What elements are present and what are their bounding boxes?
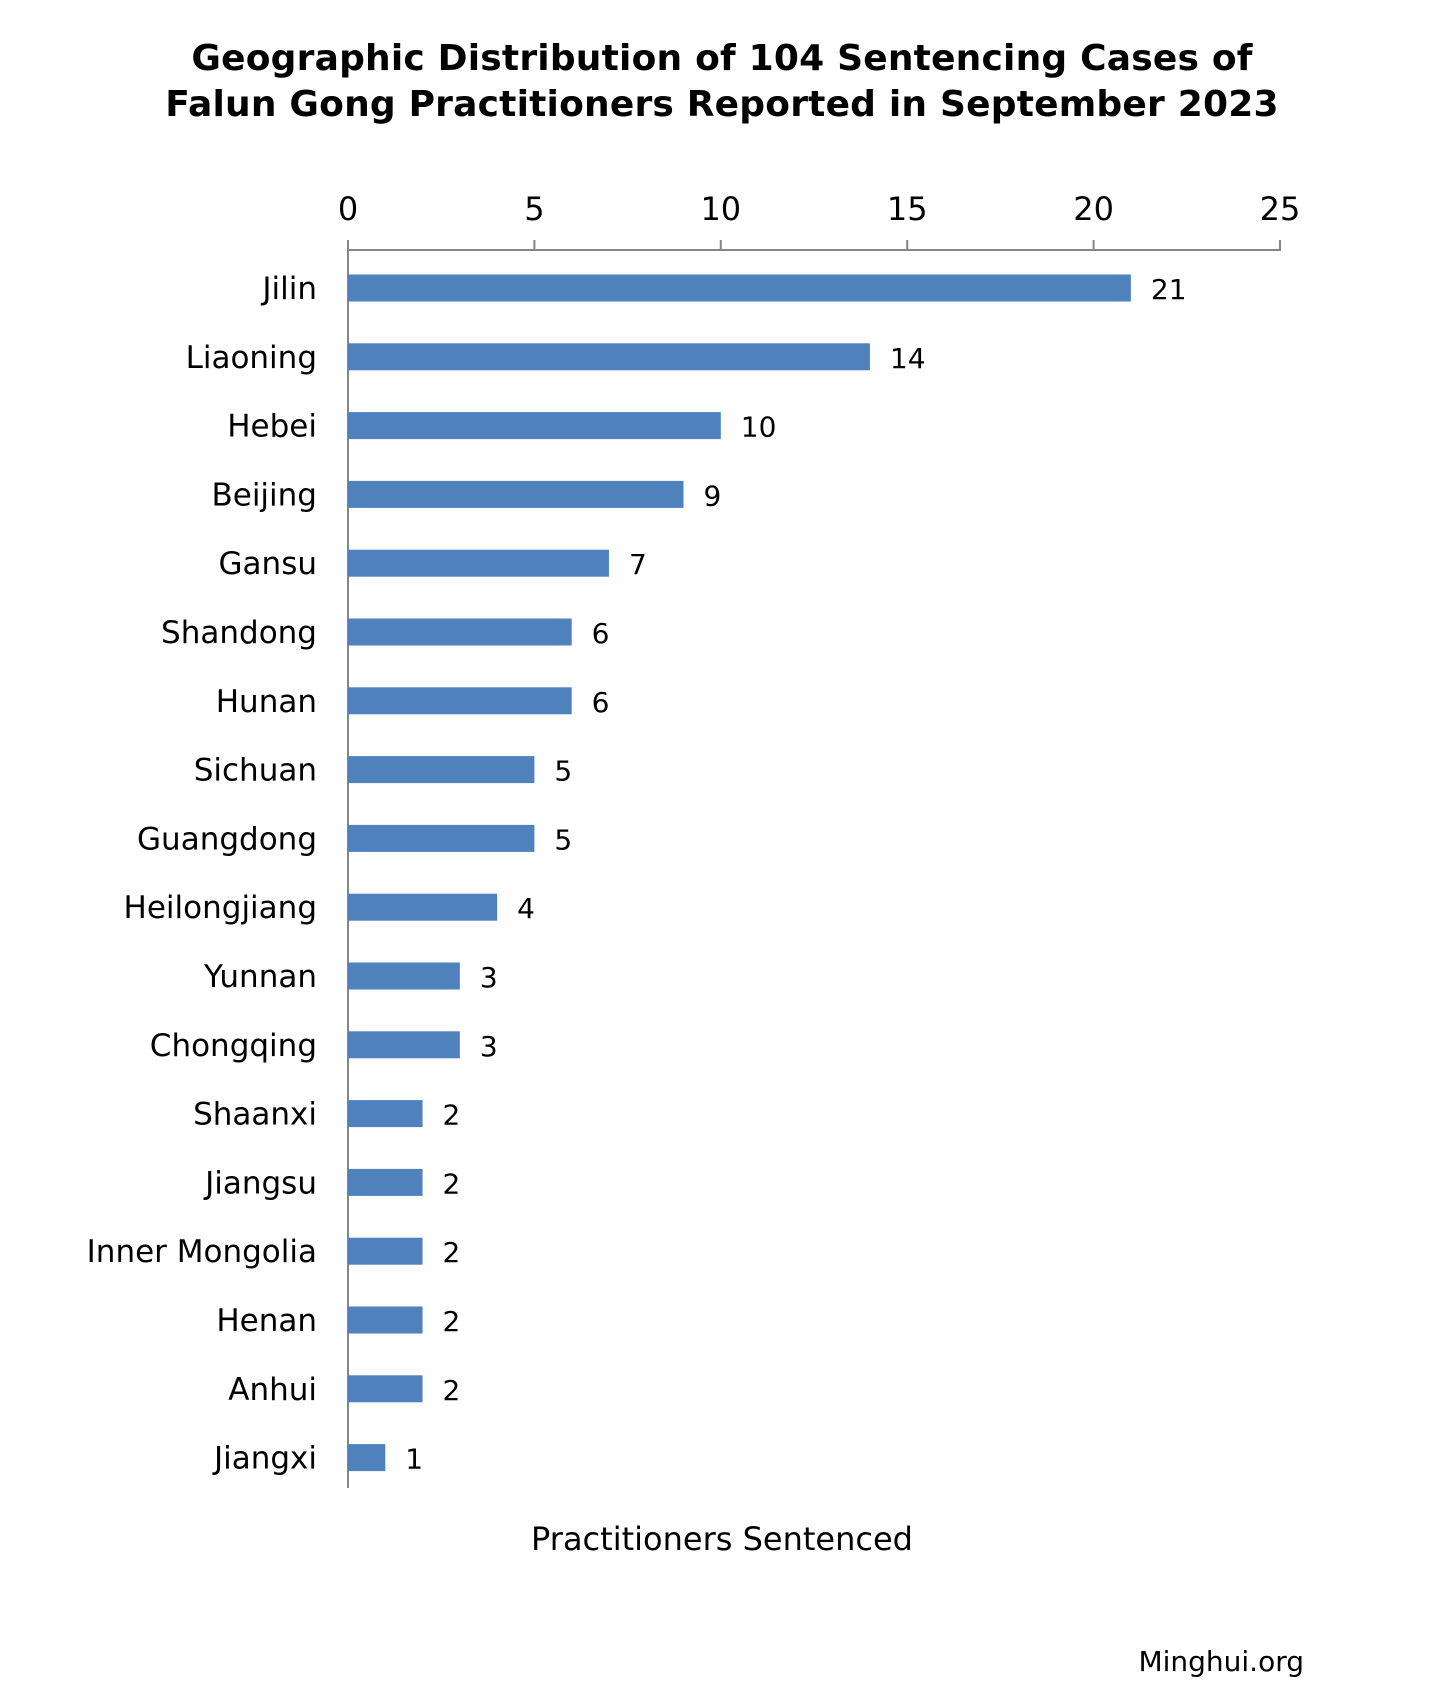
data-label: 1 xyxy=(405,1443,423,1476)
bar xyxy=(348,1100,423,1128)
bar xyxy=(348,1031,460,1059)
data-label: 21 xyxy=(1151,273,1187,306)
category-label: Guangdong xyxy=(137,821,317,857)
data-label: 7 xyxy=(629,548,647,581)
data-label: 5 xyxy=(554,823,572,856)
data-label: 2 xyxy=(443,1236,461,1269)
x-axis-label: Practitioners Sentenced xyxy=(531,1520,913,1558)
category-label: Jiangsu xyxy=(203,1165,317,1201)
data-label: 4 xyxy=(517,892,535,925)
data-label: 6 xyxy=(592,617,610,650)
x-tick-label: 0 xyxy=(338,190,358,228)
category-label: Hebei xyxy=(227,409,317,445)
category-label: Liaoning xyxy=(186,340,317,376)
category-label: Shaanxi xyxy=(193,1097,317,1133)
category-label: Sichuan xyxy=(194,753,317,789)
data-label: 10 xyxy=(741,411,777,444)
category-label: Hunan xyxy=(216,684,317,720)
category-label: Jiangxi xyxy=(212,1441,317,1477)
bar xyxy=(348,1168,423,1196)
data-label: 3 xyxy=(480,961,498,994)
bar xyxy=(348,962,460,990)
data-label: 3 xyxy=(480,1030,498,1063)
category-label: Anhui xyxy=(228,1372,317,1408)
x-tick-label: 5 xyxy=(524,190,544,228)
category-label: Yunnan xyxy=(203,959,317,995)
data-label: 9 xyxy=(704,479,722,512)
data-label: 2 xyxy=(443,1374,461,1407)
category-label: Inner Mongolia xyxy=(87,1234,317,1270)
bar xyxy=(348,1306,423,1334)
x-tick-label: 15 xyxy=(887,190,928,228)
x-tick-label: 20 xyxy=(1073,190,1114,228)
bar xyxy=(348,1237,423,1265)
bar xyxy=(348,1444,386,1472)
x-tick-label: 10 xyxy=(700,190,741,228)
bar xyxy=(348,1375,423,1403)
bar xyxy=(348,274,1131,302)
data-label: 5 xyxy=(554,755,572,788)
bar xyxy=(348,412,721,440)
chart-title-line-2: Falun Gong Practitioners Reported in Sep… xyxy=(165,84,1279,125)
data-label: 2 xyxy=(443,1167,461,1200)
bar xyxy=(348,618,572,646)
category-label: Shandong xyxy=(161,615,317,651)
bar xyxy=(348,756,535,784)
chart-title-line-1: Geographic Distribution of 104 Sentencin… xyxy=(191,38,1253,79)
category-label: Beijing xyxy=(211,477,317,513)
bar xyxy=(348,893,498,921)
category-label: Heilongjiang xyxy=(124,890,317,926)
bar xyxy=(348,480,684,508)
data-label: 2 xyxy=(443,1099,461,1132)
category-label: Chongqing xyxy=(150,1028,317,1064)
bar xyxy=(348,824,535,852)
data-label: 6 xyxy=(592,686,610,719)
category-label: Gansu xyxy=(219,546,317,582)
x-tick-label: 25 xyxy=(1260,190,1301,228)
data-label: 2 xyxy=(443,1305,461,1338)
category-label: Jilin xyxy=(260,271,317,307)
bar xyxy=(348,549,609,577)
category-label: Henan xyxy=(216,1303,317,1339)
bar xyxy=(348,343,870,371)
bar xyxy=(348,687,572,715)
data-label: 14 xyxy=(890,342,926,375)
source-credit: Minghui.org xyxy=(1138,1645,1304,1678)
